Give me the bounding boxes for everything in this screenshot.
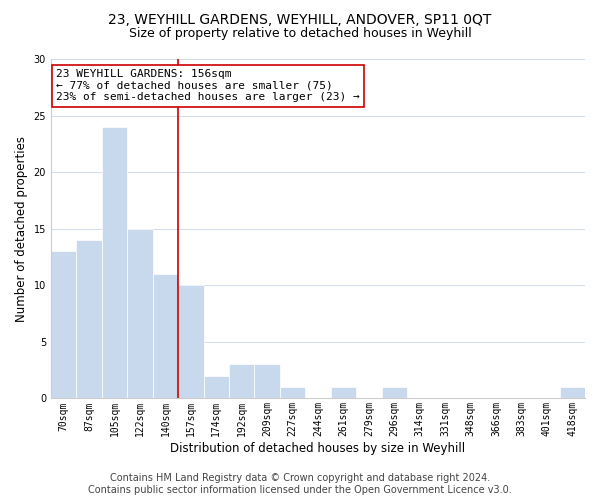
Text: Contains HM Land Registry data © Crown copyright and database right 2024.
Contai: Contains HM Land Registry data © Crown c… — [88, 474, 512, 495]
Y-axis label: Number of detached properties: Number of detached properties — [15, 136, 28, 322]
Text: Size of property relative to detached houses in Weyhill: Size of property relative to detached ho… — [128, 28, 472, 40]
Bar — [51, 252, 76, 398]
Bar — [102, 127, 127, 398]
Bar — [331, 387, 356, 398]
Bar — [560, 387, 585, 398]
X-axis label: Distribution of detached houses by size in Weyhill: Distribution of detached houses by size … — [170, 442, 466, 455]
Bar — [127, 228, 152, 398]
Bar — [203, 376, 229, 398]
Bar — [382, 387, 407, 398]
Bar — [254, 364, 280, 398]
Bar — [229, 364, 254, 398]
Text: 23 WEYHILL GARDENS: 156sqm
← 77% of detached houses are smaller (75)
23% of semi: 23 WEYHILL GARDENS: 156sqm ← 77% of deta… — [56, 69, 360, 102]
Bar — [152, 274, 178, 398]
Bar — [178, 286, 203, 399]
Bar — [76, 240, 102, 398]
Bar — [280, 387, 305, 398]
Text: 23, WEYHILL GARDENS, WEYHILL, ANDOVER, SP11 0QT: 23, WEYHILL GARDENS, WEYHILL, ANDOVER, S… — [109, 12, 491, 26]
